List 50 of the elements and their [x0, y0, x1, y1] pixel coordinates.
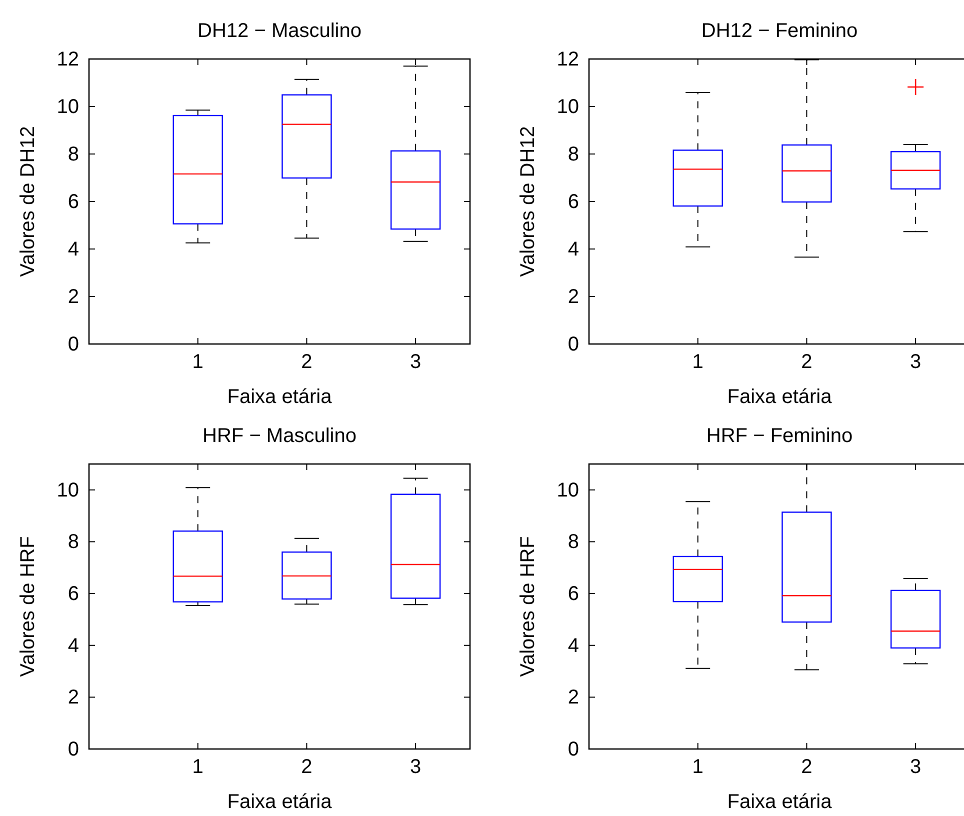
y-axis-title: Valores de DH12: [17, 126, 39, 277]
x-tick-label: 1: [192, 351, 204, 374]
x-tick-label: 3: [410, 351, 422, 374]
y-tick-label: 2: [68, 686, 79, 709]
y-tick-label: 8: [68, 143, 79, 166]
y-tick-label: 4: [68, 238, 79, 260]
x-tick-label: 1: [692, 351, 704, 374]
y-tick-label: 2: [568, 286, 579, 308]
chart-title: HRF − Feminino: [706, 425, 853, 447]
x-tick-label: 2: [301, 756, 312, 778]
y-tick-label: 0: [568, 333, 579, 356]
y-tick-label: 6: [68, 190, 79, 213]
x-tick-label: 1: [692, 756, 704, 778]
y-tick-label: 0: [68, 738, 79, 760]
y-tick-label: 2: [568, 686, 579, 709]
y-tick-label: 8: [68, 531, 79, 554]
y-tick-label: 2: [68, 286, 79, 308]
y-tick-label: 10: [556, 96, 579, 118]
x-axis-title: Faixa etária: [727, 791, 833, 813]
y-tick-label: 10: [556, 479, 579, 502]
x-axis-title: Faixa etária: [727, 386, 833, 408]
y-tick-label: 6: [68, 582, 79, 605]
y-tick-label: 0: [68, 333, 79, 356]
y-tick-label: 4: [68, 634, 79, 657]
x-axis-title: Faixa etária: [227, 386, 333, 408]
chart-title: DH12 − Masculino: [198, 20, 362, 42]
y-tick-label: 6: [568, 190, 579, 213]
x-axis-title: Faixa etária: [227, 791, 333, 813]
y-axis-title: Valores de HRF: [17, 536, 39, 677]
y-tick-label: 6: [568, 582, 579, 605]
x-tick-label: 3: [410, 756, 422, 778]
y-tick-label: 10: [56, 479, 79, 502]
x-tick-label: 2: [801, 756, 812, 778]
x-tick-label: 2: [301, 351, 312, 374]
x-tick-label: 2: [801, 351, 812, 374]
y-tick-label: 10: [56, 96, 79, 118]
x-tick-label: 3: [910, 351, 922, 374]
y-tick-label: 4: [568, 634, 579, 657]
y-tick-label: 12: [556, 48, 579, 70]
y-axis-title: Valores de DH12: [517, 126, 539, 277]
y-tick-label: 8: [568, 143, 579, 166]
y-tick-label: 0: [568, 738, 579, 760]
chart-title: DH12 − Feminino: [701, 20, 858, 42]
y-tick-label: 4: [568, 238, 579, 260]
y-tick-label: 8: [568, 531, 579, 554]
y-tick-label: 12: [56, 48, 79, 70]
x-tick-label: 1: [192, 756, 204, 778]
chart-title: HRF − Masculino: [202, 425, 356, 447]
x-tick-label: 3: [910, 756, 922, 778]
y-axis-title: Valores de HRF: [517, 536, 539, 677]
